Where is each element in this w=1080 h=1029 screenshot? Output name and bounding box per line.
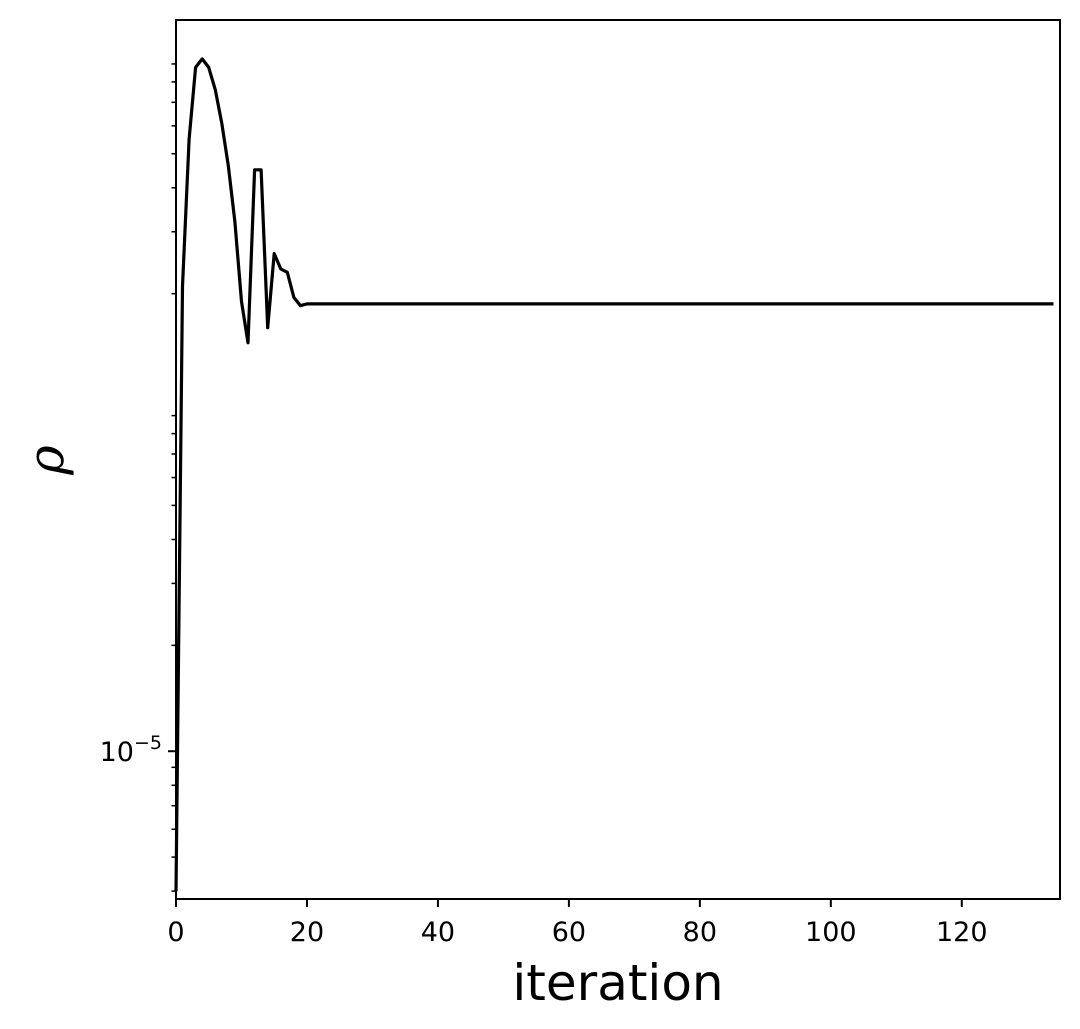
- x-tick-label: 0: [167, 917, 184, 948]
- y-axis-label: ρ: [17, 445, 75, 476]
- x-tick-label: 120: [936, 917, 988, 948]
- plot-frame: [175, 19, 1061, 900]
- y-axis: 10−5: [100, 63, 176, 892]
- x-tick-label: 80: [683, 917, 717, 948]
- x-axis: 0 20 40 60 80 100 120: [167, 899, 988, 948]
- plot-area: [176, 20, 1060, 899]
- series-line: [174, 57, 1054, 892]
- x-tick-label: 60: [552, 917, 586, 948]
- x-tick-label: 20: [290, 917, 324, 948]
- x-axis-label: iteration: [512, 954, 723, 1012]
- y-tick-label: 10−5: [100, 732, 162, 768]
- x-tick-label: 100: [805, 917, 857, 948]
- x-tick-label: 40: [421, 917, 455, 948]
